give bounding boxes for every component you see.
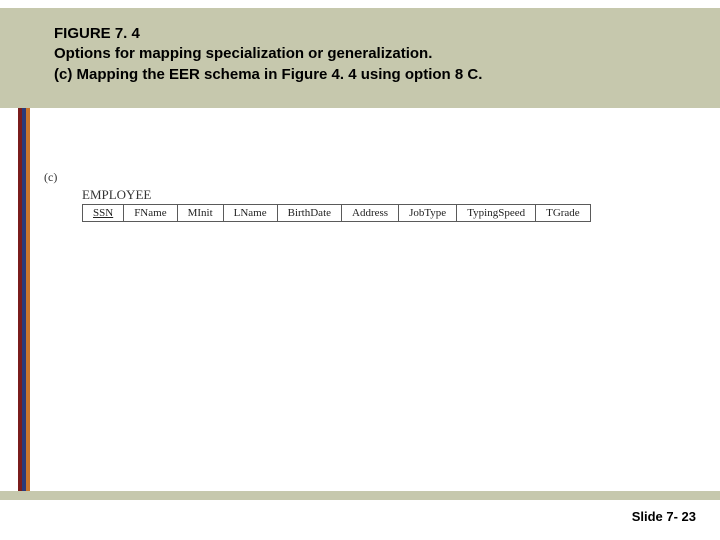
stripe-3: [26, 108, 30, 492]
content-area: (c) EMPLOYEE SSNFNameMInitLNameBirthDate…: [40, 170, 700, 222]
side-stripes: [18, 108, 30, 492]
schema-cell: FName: [124, 205, 177, 222]
schema-row: SSNFNameMInitLNameBirthDateAddressJobTyp…: [83, 205, 591, 222]
schema-cell: JobType: [399, 205, 457, 222]
footer-rule: [0, 491, 720, 500]
figure-caption-line-2: (c) Mapping the EER schema in Figure 4. …: [54, 65, 654, 85]
schema-cell: Address: [342, 205, 399, 222]
schema-cell: MInit: [177, 205, 223, 222]
figure-caption: FIGURE 7. 4 Options for mapping speciali…: [54, 24, 654, 85]
schema-cell: BirthDate: [277, 205, 341, 222]
schema-cell: TypingSpeed: [457, 205, 536, 222]
part-label: (c): [44, 170, 700, 185]
schema-cell: TGrade: [536, 205, 591, 222]
schema-cell: SSN: [83, 205, 124, 222]
figure-caption-line-1: Options for mapping specialization or ge…: [54, 44, 654, 64]
schema-table: SSNFNameMInitLNameBirthDateAddressJobTyp…: [82, 204, 591, 222]
figure-label: FIGURE 7. 4: [54, 24, 654, 44]
entity-name: EMPLOYEE: [82, 187, 700, 203]
schema-cell: LName: [223, 205, 277, 222]
slide-number: Slide 7- 23: [632, 509, 696, 524]
